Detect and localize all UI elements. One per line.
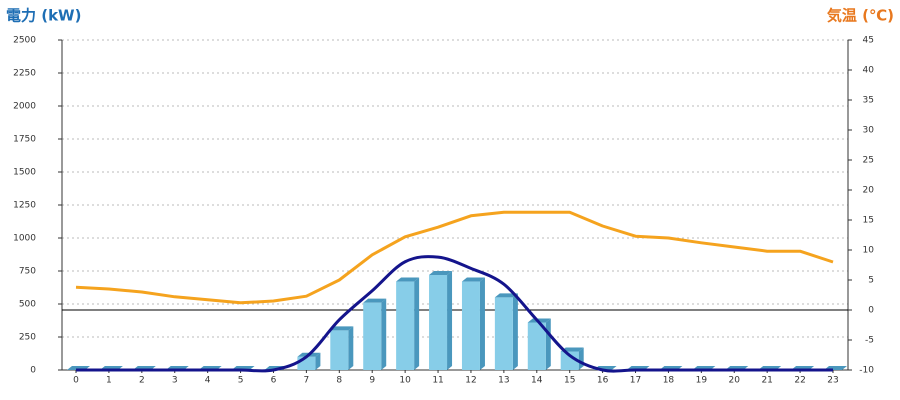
y2-tick-label: 5 [868, 276, 874, 286]
y2-tick-label: -5 [865, 336, 874, 346]
x-tick-label: 6 [271, 376, 277, 386]
bar-side [414, 277, 420, 370]
bar-side [381, 298, 387, 370]
y-tick-label: 0 [30, 366, 36, 376]
y2-tick-label: -10 [859, 366, 874, 376]
bar-top [494, 293, 518, 298]
x-tick-label: 7 [304, 376, 310, 386]
y-tick-label: 1750 [13, 135, 36, 145]
y2-tick-label: 35 [863, 96, 874, 106]
y2-tick-label: 10 [863, 246, 875, 256]
x-tick-label: 14 [531, 376, 543, 386]
x-tick-label: 9 [369, 376, 375, 386]
x-tick-label: 22 [794, 376, 805, 386]
bar [494, 297, 513, 370]
x-tick-label: 1 [106, 376, 112, 386]
bar [297, 356, 316, 370]
y2-axis-title: 気温 (℃) [827, 7, 894, 25]
x-tick-label: 12 [465, 376, 476, 386]
y2-tick-label: 20 [863, 186, 875, 196]
y-tick-label: 1250 [13, 201, 36, 211]
bar [560, 351, 579, 370]
bar-top [330, 326, 354, 331]
y2-tick-label: 25 [863, 156, 874, 166]
y2-tick-label: 30 [863, 126, 875, 136]
y-tick-label: 2000 [13, 102, 36, 112]
y-tick-label: 2500 [13, 36, 36, 46]
x-tick-label: 19 [696, 376, 708, 386]
x-tick-label: 8 [336, 376, 342, 386]
x-tick-label: 5 [238, 376, 244, 386]
y-tick-label: 1500 [13, 168, 36, 178]
x-tick-label: 18 [663, 376, 675, 386]
y2-tick-label: 40 [863, 66, 875, 76]
x-tick-label: 20 [729, 376, 741, 386]
y-tick-label: 1000 [13, 234, 36, 244]
x-tick-label: 11 [432, 376, 443, 386]
bar-side [447, 270, 453, 370]
x-tick-label: 2 [139, 376, 145, 386]
bar-top [396, 277, 420, 282]
bar [396, 281, 415, 370]
bar-top [560, 347, 584, 352]
bar [527, 322, 546, 370]
bar [363, 302, 382, 370]
x-tick-label: 3 [172, 376, 178, 386]
x-tick-label: 21 [761, 376, 772, 386]
bar-side [315, 352, 321, 370]
x-tick-label: 17 [630, 376, 641, 386]
bar-side [545, 318, 551, 370]
bar-top [461, 277, 485, 282]
x-tick-label: 4 [205, 376, 211, 386]
x-tick-label: 13 [498, 376, 509, 386]
bar-side [479, 277, 485, 370]
line [75, 255, 833, 373]
bar-side [348, 326, 354, 370]
y-axis-title: 電力 (kW) [6, 7, 81, 25]
y2-tick-label: 15 [863, 216, 874, 226]
y-tick-label: 500 [19, 300, 36, 310]
x-tick-label: 10 [399, 376, 411, 386]
bar [429, 274, 448, 370]
bar [461, 281, 480, 370]
bar-top [363, 298, 387, 303]
y2-tick-label: 0 [868, 306, 874, 316]
y-tick-label: 250 [19, 333, 36, 343]
x-tick-label: 16 [597, 376, 609, 386]
y-tick-label: 750 [19, 267, 36, 277]
x-tick-label: 23 [827, 376, 838, 386]
y2-tick-label: 45 [863, 36, 874, 46]
y-tick-label: 2250 [13, 69, 36, 79]
x-tick-label: 15 [564, 376, 575, 386]
bar-top [429, 270, 453, 275]
x-tick-label: 0 [73, 376, 79, 386]
bar-side [512, 293, 518, 370]
bar [330, 330, 349, 370]
line [75, 210, 834, 305]
